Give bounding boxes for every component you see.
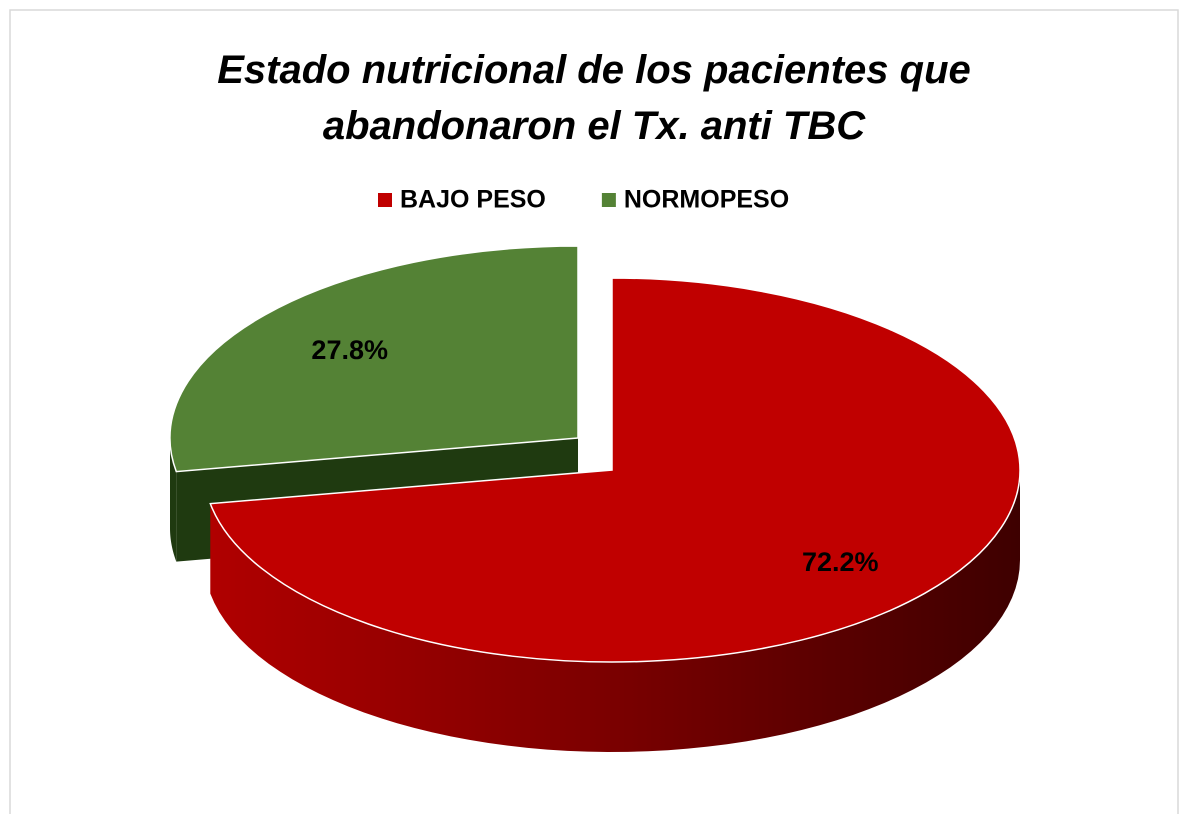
legend-swatch	[378, 193, 392, 207]
legend-swatch	[601, 193, 616, 207]
slice	[169, 245, 579, 473]
chart-title: Estado nutricional de los pacientes que …	[217, 48, 971, 148]
legend-label: BAJO PESO	[400, 186, 546, 214]
chart-frame	[9, 9, 1179, 814]
legend-label: NORMOPESO	[624, 186, 789, 214]
slice-side	[210, 470, 1021, 752]
data-label: 72.2%	[802, 547, 879, 577]
data-label: 27.8%	[311, 335, 388, 365]
slice	[209, 277, 1021, 663]
